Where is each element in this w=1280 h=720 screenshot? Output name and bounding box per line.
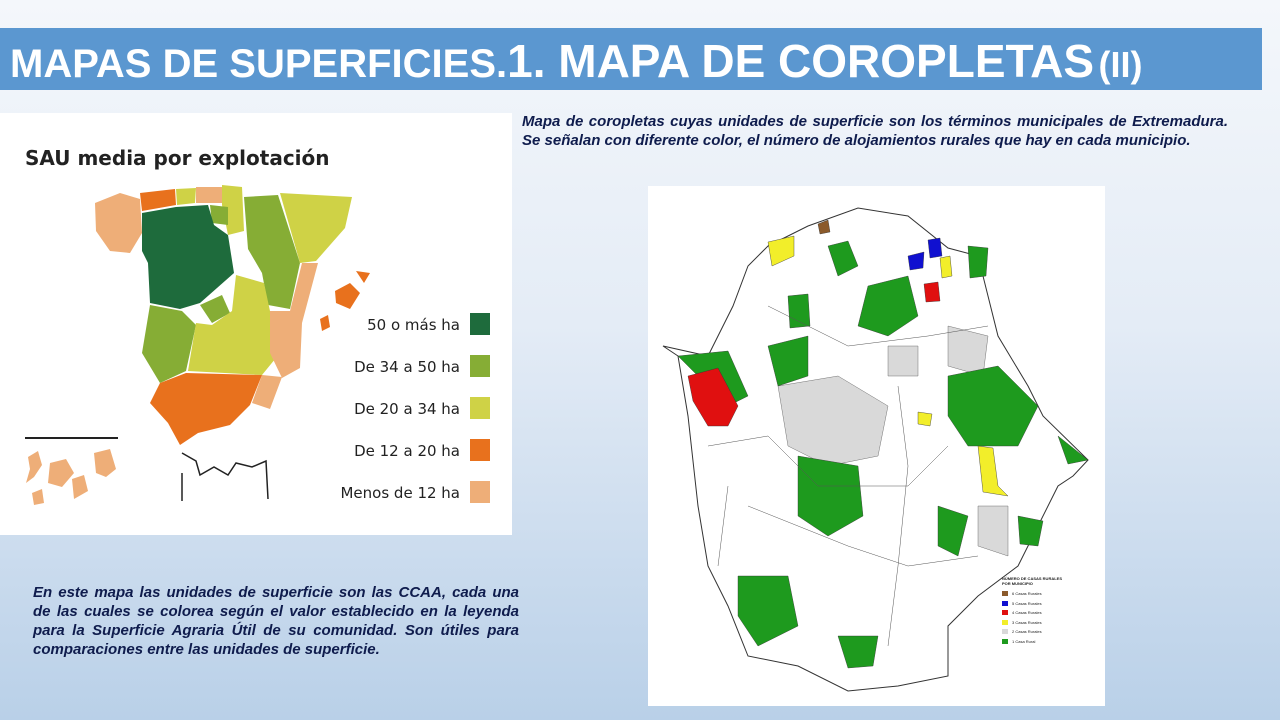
legend-label: 4 Casas Rurales bbox=[1012, 610, 1042, 615]
region-baleares bbox=[320, 271, 370, 331]
spain-legend-item: De 20 a 34 ha bbox=[300, 397, 490, 423]
ext-legend-item: 2 Casas Rurales bbox=[1002, 628, 1062, 638]
green-area bbox=[737, 575, 799, 647]
spain-map bbox=[25, 185, 370, 505]
legend-label: 3 Casas Rurales bbox=[1012, 619, 1042, 625]
red-area bbox=[923, 281, 941, 303]
region-la-rioja bbox=[210, 205, 228, 225]
spain-legend-item: De 12 a 20 ha bbox=[300, 439, 490, 465]
yellow-area bbox=[917, 411, 933, 427]
yellow-area bbox=[767, 235, 795, 267]
region-valencia bbox=[270, 263, 318, 378]
spain-legend-item: 50 o más ha bbox=[300, 313, 490, 339]
legend-swatch bbox=[1002, 600, 1008, 606]
extremadura-legend-title: NÚMERO DE CASAS RURALES POR MUNICIPIO bbox=[1002, 576, 1063, 586]
title-part-3: (II) bbox=[1098, 44, 1143, 85]
spain-map-panel: SAU media por explotación bbox=[0, 113, 512, 535]
spain-legend-item: Menos de 12 ha bbox=[300, 481, 490, 507]
region-murcia bbox=[252, 375, 282, 409]
extremadura-legend: NÚMERO DE CASAS RURALES POR MUNICIPIO 6 … bbox=[1002, 576, 1062, 647]
legend-label: 50 o más ha bbox=[367, 316, 460, 334]
spain-map-title: SAU media por explotación bbox=[25, 146, 330, 170]
yellow-area bbox=[939, 255, 953, 279]
region-andalucia bbox=[150, 373, 262, 445]
gray-area bbox=[977, 505, 1009, 557]
brown-area bbox=[817, 219, 831, 235]
legend-swatch bbox=[1002, 629, 1008, 634]
legend-label: De 12 a 20 ha bbox=[354, 442, 460, 460]
slide-title: MAPAS DE SUPERFICIES.1. MAPA DE COROPLET… bbox=[0, 28, 1262, 90]
legend-label: De 34 a 50 ha bbox=[354, 358, 460, 376]
green-area bbox=[827, 240, 859, 277]
green-area bbox=[937, 505, 969, 557]
legend-swatch bbox=[1002, 638, 1008, 644]
ext-legend-item: 6 Casas Rurales bbox=[1002, 590, 1062, 600]
title-part-2: 1. MAPA DE COROPLETAS bbox=[507, 35, 1095, 87]
region-castilla-leon bbox=[142, 205, 234, 309]
legend-swatch bbox=[470, 439, 490, 461]
ext-legend-item: 3 Casas Rurales bbox=[1002, 619, 1062, 629]
green-area bbox=[967, 245, 989, 279]
legend-label: De 20 a 34 ha bbox=[354, 400, 460, 418]
ext-legend-item: 4 Casas Rurales bbox=[1002, 609, 1062, 619]
blue-area bbox=[907, 251, 925, 271]
extremadura-caption: Mapa de coropletas cuyas unidades de sup… bbox=[522, 113, 1228, 149]
extremadura-map-panel: NÚMERO DE CASAS RURALES POR MUNICIPIO 6 … bbox=[648, 186, 1105, 706]
spain-caption: En este mapa las unidades de superficie … bbox=[33, 584, 519, 658]
legend-label: 1 Casa Rural bbox=[1012, 638, 1036, 644]
region-asturias bbox=[140, 189, 176, 211]
green-area bbox=[857, 275, 919, 337]
legend-swatch bbox=[470, 313, 490, 335]
legend-label: 5 Casas Rurales bbox=[1012, 600, 1042, 606]
legend-swatch bbox=[470, 397, 490, 419]
green-area bbox=[947, 365, 1039, 447]
legend-swatch bbox=[1002, 619, 1008, 625]
region-galicia bbox=[95, 193, 142, 253]
region-castilla-la-mancha bbox=[188, 275, 280, 375]
green-area bbox=[797, 455, 864, 537]
ext-legend-item: 5 Casas Rurales bbox=[1002, 600, 1062, 610]
region-canarias bbox=[26, 449, 116, 505]
yellow-area bbox=[977, 445, 1009, 497]
green-area bbox=[787, 293, 811, 329]
red-area bbox=[687, 367, 739, 427]
green-area bbox=[1057, 435, 1089, 465]
spain-legend-item: De 34 a 50 ha bbox=[300, 355, 490, 381]
legend-label: 6 Casas Rurales bbox=[1012, 591, 1042, 596]
region-pais-vasco bbox=[196, 187, 222, 203]
region-extremadura bbox=[142, 305, 196, 383]
legend-swatch bbox=[470, 355, 490, 377]
legend-label: Menos de 12 ha bbox=[340, 484, 460, 502]
region-cataluna bbox=[280, 193, 352, 263]
ext-legend-item: 1 Casa Rural bbox=[1002, 638, 1062, 648]
legend-swatch bbox=[1002, 610, 1008, 615]
green-area bbox=[837, 635, 879, 669]
region-aragon bbox=[244, 195, 300, 309]
legend-swatch bbox=[1002, 591, 1008, 596]
gray-area bbox=[887, 345, 919, 377]
legend-label: 2 Casas Rurales bbox=[1012, 629, 1042, 634]
blue-area bbox=[927, 237, 943, 259]
green-area bbox=[1017, 515, 1044, 547]
region-cantabria bbox=[176, 188, 196, 205]
legend-swatch bbox=[470, 481, 490, 503]
green-area bbox=[767, 335, 809, 387]
gray-area bbox=[777, 375, 889, 467]
region-madrid bbox=[200, 295, 230, 323]
extremadura-map bbox=[662, 207, 1089, 692]
title-part-1: MAPAS DE SUPERFICIES. bbox=[10, 42, 508, 86]
